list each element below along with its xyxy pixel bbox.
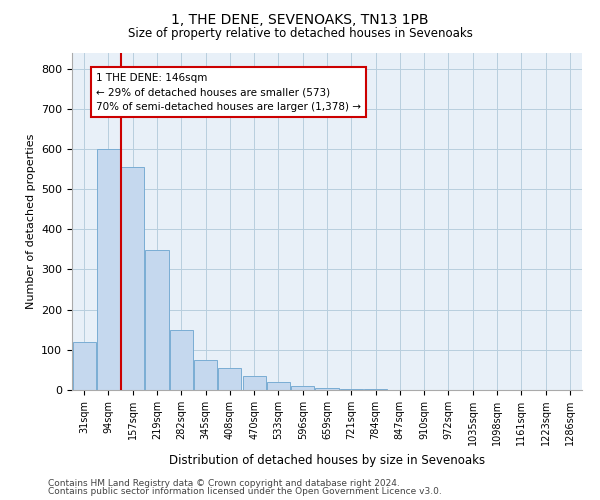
Bar [291, 386, 314, 390]
Bar [121, 167, 144, 390]
Y-axis label: Number of detached properties: Number of detached properties [26, 134, 35, 309]
Bar [97, 149, 120, 390]
Text: Contains public sector information licensed under the Open Government Licence v3: Contains public sector information licen… [48, 487, 442, 496]
Bar [364, 389, 387, 390]
Bar [194, 360, 217, 390]
Bar [218, 368, 241, 390]
Text: 1 THE DENE: 146sqm
← 29% of detached houses are smaller (573)
70% of semi-detach: 1 THE DENE: 146sqm ← 29% of detached hou… [96, 72, 361, 112]
Bar [340, 389, 363, 390]
Text: Contains HM Land Registry data © Crown copyright and database right 2024.: Contains HM Land Registry data © Crown c… [48, 478, 400, 488]
Bar [145, 250, 169, 390]
Text: 1, THE DENE, SEVENOAKS, TN13 1PB: 1, THE DENE, SEVENOAKS, TN13 1PB [171, 12, 429, 26]
Bar [73, 342, 95, 390]
Text: Size of property relative to detached houses in Sevenoaks: Size of property relative to detached ho… [128, 28, 472, 40]
Bar [170, 330, 193, 390]
Bar [242, 376, 266, 390]
Bar [316, 388, 338, 390]
Bar [267, 382, 290, 390]
X-axis label: Distribution of detached houses by size in Sevenoaks: Distribution of detached houses by size … [169, 454, 485, 466]
